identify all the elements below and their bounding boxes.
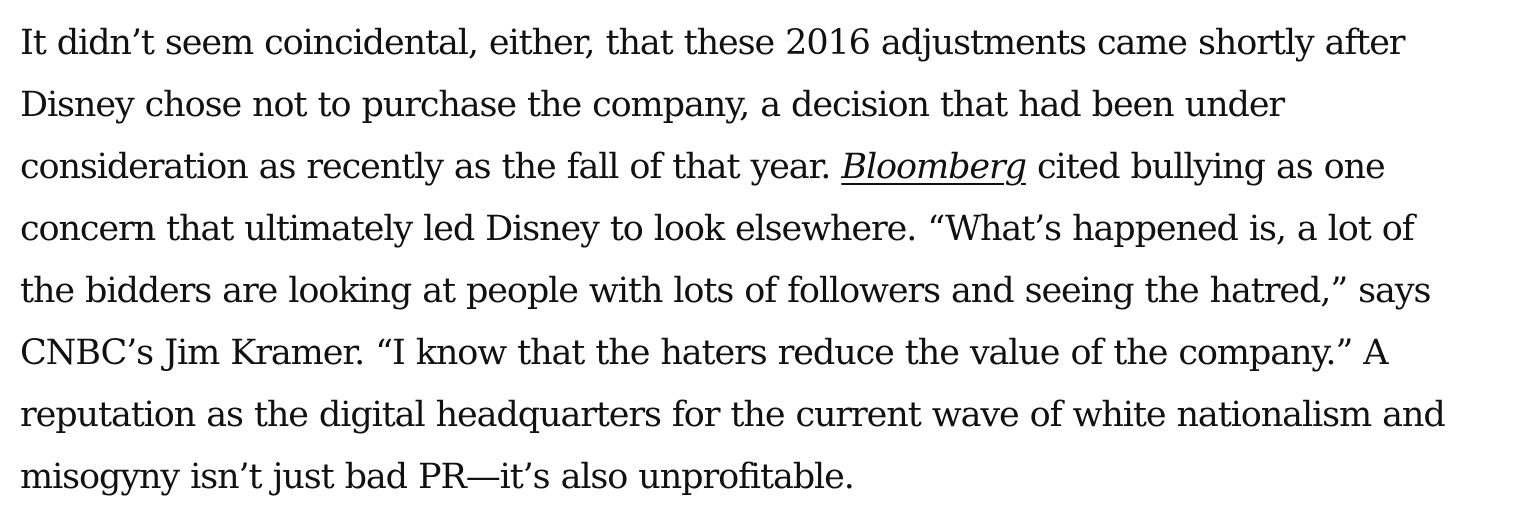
paragraph-text: consideration as recently as the fall of… bbox=[20, 147, 842, 187]
bloomberg-link[interactable]: Bloomberg bbox=[841, 147, 1027, 187]
paragraph-line: the bidders are looking at people with l… bbox=[20, 271, 1431, 311]
paragraph-text: cited bullying as one bbox=[1025, 147, 1386, 187]
paragraph-line: concern that ultimately led Disney to lo… bbox=[20, 209, 1415, 249]
paragraph-line: reputation as the digital headquarters f… bbox=[20, 395, 1446, 435]
paragraph-line: Disney chose not to purchase the company… bbox=[20, 85, 1285, 125]
paragraph-line: CNBC’s Jim Kramer. “I know that the hate… bbox=[20, 333, 1389, 373]
paragraph-line: It didn’t seem coincidental, either, tha… bbox=[20, 23, 1406, 63]
paragraph-line: misogyny isn’t just bad PR—it’s also unp… bbox=[20, 457, 855, 497]
paragraph-line: consideration as recently as the fall of… bbox=[20, 136, 1525, 198]
